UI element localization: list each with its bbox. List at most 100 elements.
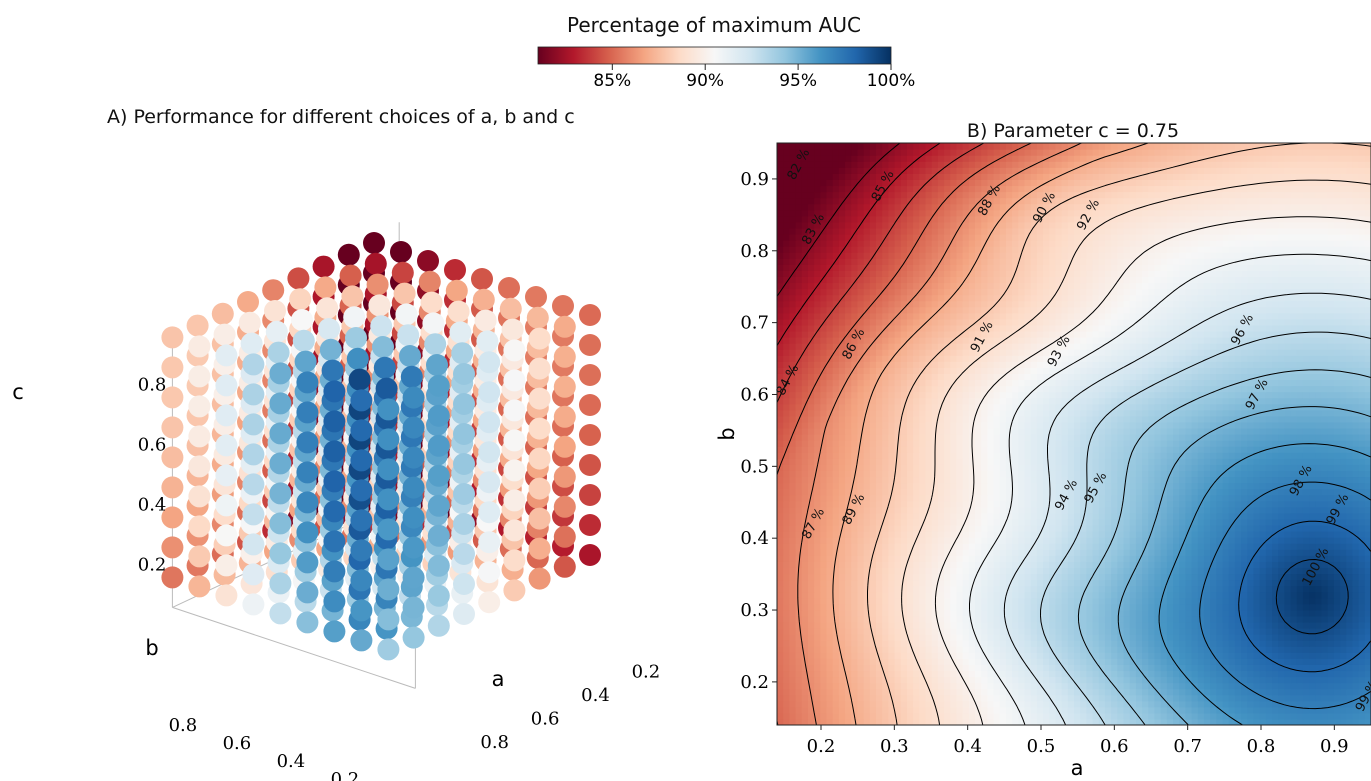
heatmap-cell [1309, 567, 1316, 575]
heatmap-cell [1086, 579, 1094, 587]
heatmap-cell [1030, 609, 1038, 617]
heatmap-cell [1333, 470, 1341, 478]
heatmap-cell [1086, 482, 1094, 490]
heatmap-cell [838, 640, 846, 647]
heatmap-cell [962, 470, 970, 478]
heatmap-cell [931, 688, 939, 696]
heatmap-cell [1222, 464, 1230, 471]
heatmap-cell [1278, 549, 1285, 556]
heatmap-cell [807, 652, 815, 659]
heatmap-cell [1148, 506, 1156, 514]
heatmap-cell [1173, 628, 1180, 635]
heatmap-cell [1179, 579, 1186, 587]
heatmap-cell [1290, 658, 1298, 665]
heatmap-cell [1197, 652, 1205, 659]
heatmap-cell [1055, 706, 1063, 714]
heatmap-cell [1067, 700, 1075, 708]
scatter-point [350, 419, 373, 442]
heatmap-cell [1061, 628, 1069, 635]
heatmap-cell [783, 634, 790, 641]
heatmap-cell [1234, 615, 1242, 623]
heatmap-cell [863, 531, 871, 538]
heatmap-cell [1247, 712, 1255, 720]
heatmap-cell [950, 543, 958, 550]
heatmap-cell [814, 700, 821, 708]
heatmap-cell [1111, 603, 1118, 611]
heatmap-cell [1272, 658, 1279, 665]
heatmap-cell [1327, 652, 1335, 659]
heatmap-cell [913, 682, 920, 690]
heatmap-cell [1203, 694, 1211, 702]
heatmap-cell [820, 634, 828, 641]
heatmap-cell [826, 658, 834, 665]
heatmap-cell [845, 458, 852, 465]
heatmap-cell [876, 621, 883, 629]
heatmap-cell [1333, 591, 1341, 599]
heatmap-cell [1111, 597, 1118, 605]
heatmap-cell [962, 718, 970, 725]
heatmap-cell [1358, 694, 1366, 702]
heatmap-cell [1129, 549, 1137, 556]
scatter-point [402, 416, 425, 439]
heatmap-cell [1111, 646, 1118, 653]
heatmap-cell [1036, 621, 1044, 629]
heatmap-cell [783, 585, 790, 593]
heatmap-cell [1080, 634, 1087, 641]
heatmap-cell [931, 658, 939, 665]
heatmap-cell [1173, 531, 1180, 538]
heatmap-cell [962, 670, 970, 678]
heatmap-cell [1216, 494, 1224, 502]
heatmap-cell [1290, 621, 1298, 629]
heatmap-cell [1272, 537, 1279, 544]
heatmap-cell [956, 646, 964, 653]
heatmap-cell [814, 712, 821, 720]
heatmap-cell [1302, 476, 1310, 484]
heatmap-cell [1160, 537, 1168, 544]
heatmap-cell [1321, 700, 1329, 708]
heatmap-cell [882, 597, 889, 605]
heatmap-cell [1315, 476, 1323, 484]
heatmap-cell [1166, 591, 1174, 599]
heatmap-cell [1265, 585, 1273, 593]
heatmap-cell [1018, 628, 1026, 635]
heatmap-cell [925, 458, 933, 465]
heatmap-cell [1117, 676, 1125, 684]
heatmap-cell [863, 458, 871, 465]
heatmap-cell [1197, 609, 1205, 617]
heatmap-cell [838, 628, 846, 635]
heatmap-cell [857, 670, 865, 678]
heatmap-cell [1333, 482, 1341, 490]
scatter-point [553, 345, 576, 368]
heatmap-cell [1296, 482, 1304, 490]
heatmap-cell [1018, 658, 1026, 665]
heatmap-cell [888, 609, 896, 617]
heatmap-cell [968, 555, 976, 562]
heatmap-cell [1315, 603, 1323, 611]
heatmap-cell [845, 470, 852, 478]
heatmap-cell [894, 646, 902, 653]
heatmap-cell [876, 609, 883, 617]
heatmap-cell [1333, 506, 1341, 514]
heatmap-cell [1055, 518, 1063, 526]
heatmap-cell [1117, 591, 1125, 599]
heatmap-cell [1129, 682, 1137, 690]
heatmap-cell [1284, 561, 1292, 568]
heatmap-cell [1321, 531, 1329, 538]
heatmap-cell [987, 712, 995, 720]
heatmap-cell [888, 712, 896, 720]
heatmap-cell [1055, 664, 1063, 672]
heatmap-cell [882, 664, 889, 672]
heatmap-cell [894, 512, 902, 520]
heatmap-cell [956, 718, 964, 725]
heatmap-cell [962, 518, 970, 526]
heatmap-cell [1253, 488, 1261, 496]
heatmap-cell [1302, 706, 1310, 714]
heatmap-cell [1098, 476, 1106, 484]
heatmap-cell [1352, 482, 1360, 490]
heatmap-cell [1216, 464, 1224, 471]
heatmap-cell [1154, 676, 1162, 684]
heatmap-cell [1340, 543, 1347, 550]
heatmap-cell [1228, 591, 1236, 599]
heatmap-cell [1253, 676, 1261, 684]
heatmap-cell [1247, 512, 1255, 520]
